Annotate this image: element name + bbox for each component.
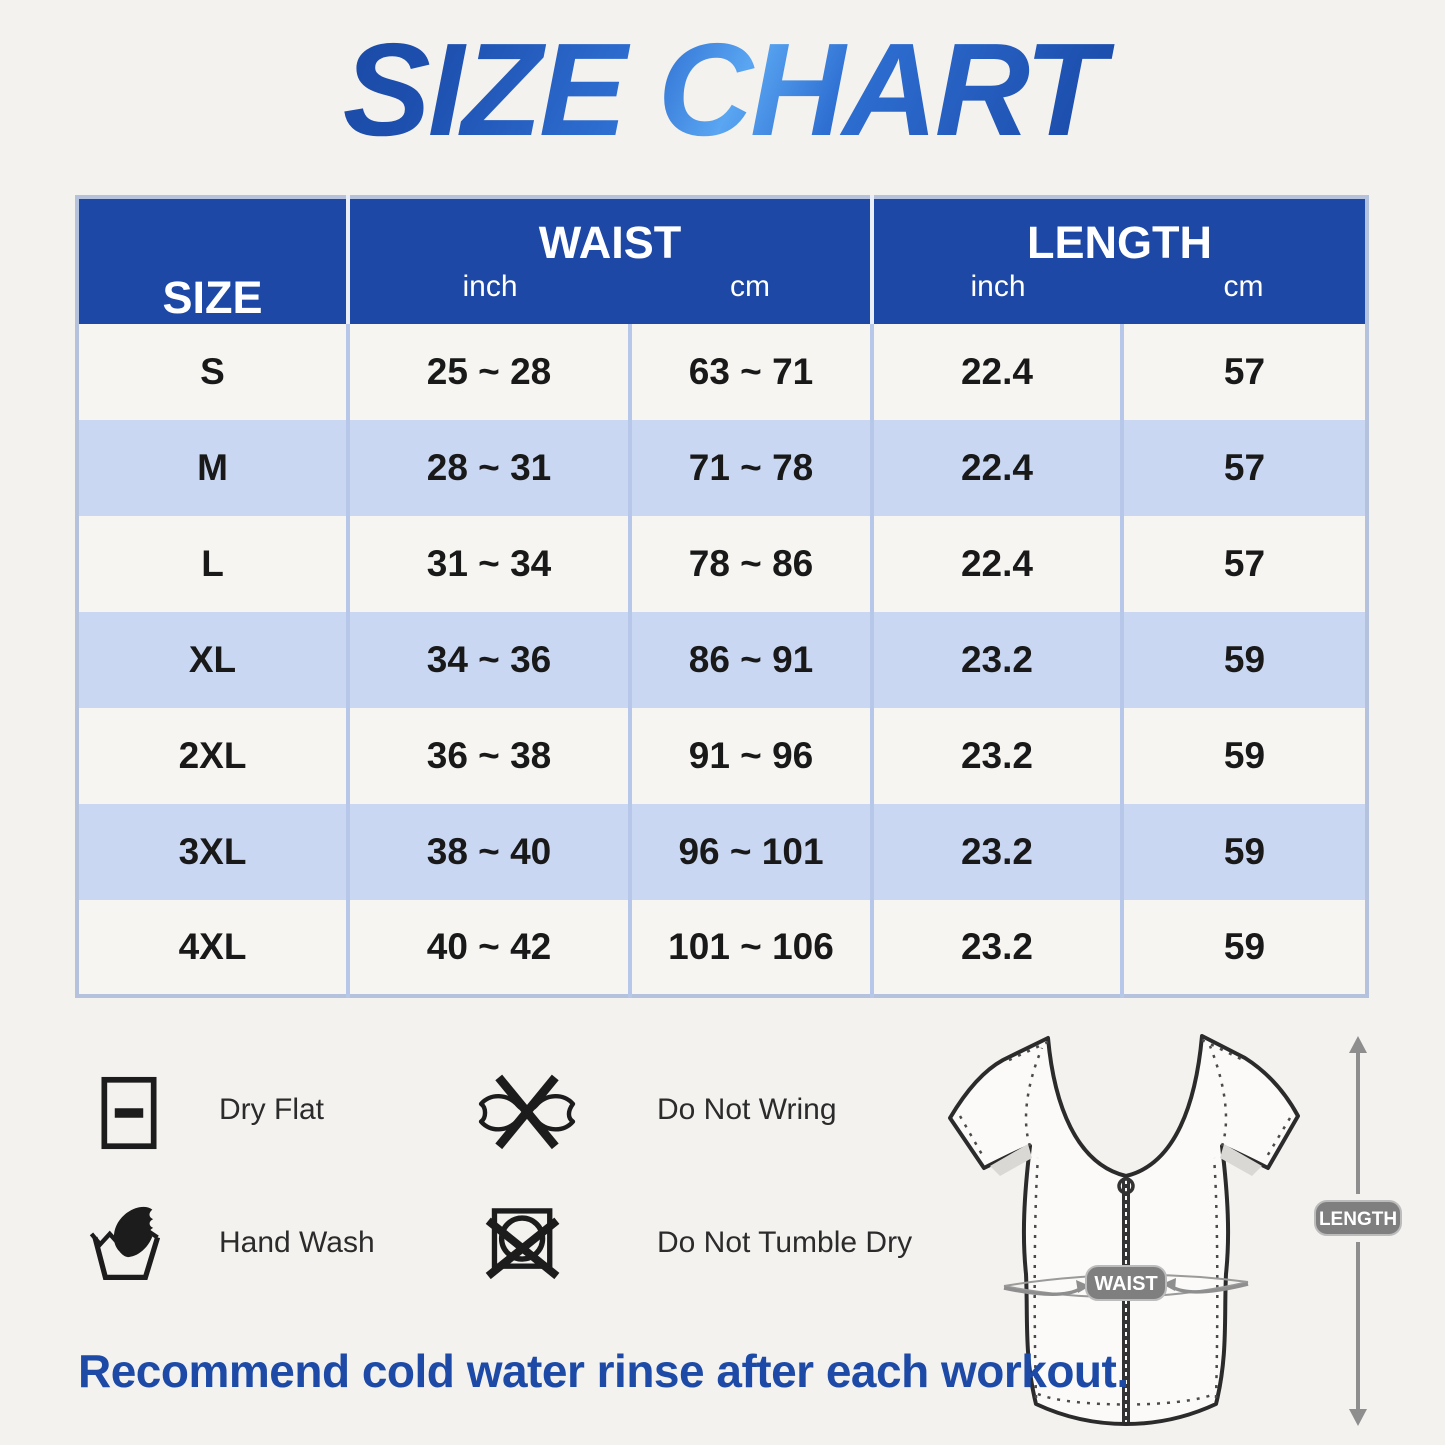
page-title: SIZE CHART: [0, 14, 1445, 165]
table-cell: XL: [188, 639, 237, 680]
unit-label-waist-inch: inch: [348, 269, 630, 324]
table-cell: 96 ~ 101: [628, 804, 872, 900]
table-row-m: M 28 ~ 31 71 ~ 78 22.4 57: [77, 420, 1367, 516]
table-cell: 59: [1120, 804, 1367, 900]
table-cell: 101 ~ 106: [628, 900, 872, 996]
waist-badge: WAIST: [1085, 1265, 1167, 1301]
table-cell: 57: [1120, 516, 1367, 612]
side-panel-right: [1220, 1144, 1262, 1176]
table-cell: 57: [1120, 324, 1367, 420]
table-cell: 31 ~ 34: [346, 516, 630, 612]
seam-lines: [958, 1038, 1292, 1406]
table-cell: 23.2: [870, 612, 1122, 708]
do-not-wring-icon: [474, 1070, 580, 1152]
footer-note: Recommend cold water rinse after each wo…: [78, 1345, 1129, 1397]
header-group-row: SIZE WAIST LENGTH: [77, 197, 1367, 324]
table-cell: 71 ~ 78: [628, 420, 872, 516]
table-cell: 2XL: [178, 735, 247, 776]
length-arrow: [1349, 1036, 1367, 1426]
hand-wash-label: Hand Wash: [219, 1226, 375, 1259]
column-header-size: SIZE: [77, 197, 350, 324]
length-badge: LENGTH: [1314, 1200, 1402, 1236]
dry-flat-label: Dry Flat: [219, 1093, 324, 1126]
do-not-wring-label: Do Not Wring: [657, 1093, 837, 1126]
table-cell: 86 ~ 91: [628, 612, 872, 708]
table-cell: L: [201, 543, 224, 584]
table-cell: 78 ~ 86: [628, 516, 872, 612]
table-cell: 34 ~ 36: [346, 612, 630, 708]
table-cell: M: [197, 447, 228, 488]
table-cell: 38 ~ 40: [346, 804, 630, 900]
table-cell: 63 ~ 71: [628, 324, 872, 420]
header-units-row: inch cm inch cm: [77, 269, 1367, 324]
unit-label-length-cm: cm: [1122, 269, 1367, 324]
table-cell: 23.2: [870, 708, 1122, 804]
table-row-4xl: 4XL 40 ~ 42 101 ~ 106 23.2 59: [77, 900, 1367, 996]
table-row-l: L 31 ~ 34 78 ~ 86 22.4 57: [77, 516, 1367, 612]
table-row-xl: XL 34 ~ 36 86 ~ 91 23.2 59: [77, 612, 1367, 708]
table-row-s: S 25 ~ 28 63 ~ 71 22.4 57: [77, 324, 1367, 420]
hand-wash-icon: [88, 1196, 168, 1284]
table-cell: 59: [1120, 900, 1367, 996]
table-cell: 22.4: [870, 420, 1122, 516]
table-cell: 23.2: [870, 900, 1122, 996]
table-cell: 57: [1120, 420, 1367, 516]
zipper-pull: [1117, 1177, 1135, 1195]
side-panel-left: [990, 1144, 1032, 1176]
table-body: S 25 ~ 28 63 ~ 71 22.4 57 M 28 ~ 31 71 ~…: [77, 324, 1367, 996]
dry-flat-icon: [100, 1076, 158, 1150]
table-cell: 3XL: [178, 831, 247, 872]
table-header: SIZE WAIST LENGTH inch cm inch cm: [77, 197, 1367, 324]
table-row-3xl: 3XL 38 ~ 40 96 ~ 101 23.2 59: [77, 804, 1367, 900]
table-cell: 59: [1120, 612, 1367, 708]
length-badge-label: LENGTH: [1319, 1209, 1397, 1230]
do-not-tumble-dry-label: Do Not Tumble Dry: [657, 1226, 913, 1259]
garment-diagram: WAIST LENGTH: [948, 1034, 1402, 1426]
table-cell: 28 ~ 31: [346, 420, 630, 516]
table-cell: 91 ~ 96: [628, 708, 872, 804]
column-header-length: LENGTH: [870, 197, 1367, 269]
table-cell: 25 ~ 28: [346, 324, 630, 420]
waist-arrows: [1003, 1278, 1249, 1296]
table-cell: 22.4: [870, 324, 1122, 420]
unit-label-waist-cm: cm: [630, 269, 872, 324]
waist-badge-label: WAIST: [1094, 1273, 1157, 1295]
table-row-2xl: 2XL 36 ~ 38 91 ~ 96 23.2 59: [77, 708, 1367, 804]
column-header-waist: WAIST: [348, 197, 872, 269]
do-not-tumble-dry-icon: [482, 1200, 564, 1286]
table-cell: 23.2: [870, 804, 1122, 900]
table-cell: 4XL: [178, 926, 247, 967]
size-chart-table: SIZE WAIST LENGTH inch cm inch cm S 25 ~…: [75, 195, 1369, 998]
table-cell: 22.4: [870, 516, 1122, 612]
table-cell: 36 ~ 38: [346, 708, 630, 804]
unit-label-length-inch: inch: [870, 269, 1122, 324]
table-cell: 40 ~ 42: [346, 900, 630, 996]
table-cell: S: [200, 351, 225, 392]
table-cell: 59: [1120, 708, 1367, 804]
